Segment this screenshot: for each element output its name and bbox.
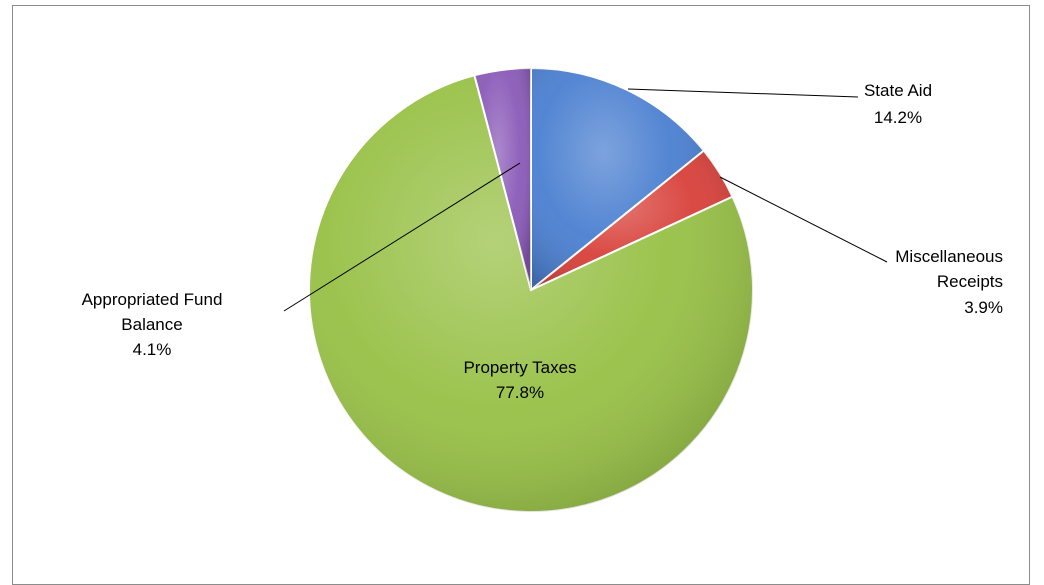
data-label-category-property-taxes: Property Taxes: [463, 358, 576, 377]
data-label-category-appropriated-fund-balance: Balance: [121, 315, 182, 334]
data-label-value-state-aid: 14.2%: [874, 108, 922, 127]
pie-slice-shading-state-aid: [531, 68, 704, 290]
pie-slice-shading-appropriated-fund-balance: [474, 68, 531, 290]
leader-line-appropriated-fund-balance: [283, 162, 521, 312]
data-label-category-miscellaneous-receipts: Miscellaneous: [895, 247, 1003, 266]
data-label-value-appropriated-fund-balance: 4.1%: [133, 340, 172, 359]
pie-slice-shading-property-taxes: [309, 75, 754, 512]
leader-line-miscellaneous-receipts: [719, 176, 888, 263]
data-label-value-miscellaneous-receipts: 3.9%: [964, 298, 1003, 317]
data-label-category-miscellaneous-receipts: Receipts: [937, 272, 1003, 291]
data-label-category-appropriated-fund-balance: Appropriated Fund: [82, 290, 223, 309]
data-label-value-property-taxes: 77.8%: [496, 383, 544, 402]
pie-slice-shading-miscellaneous-receipts: [531, 150, 733, 290]
leader-line-state-aid: [627, 88, 859, 98]
data-label-category-state-aid: State Aid: [864, 81, 932, 100]
